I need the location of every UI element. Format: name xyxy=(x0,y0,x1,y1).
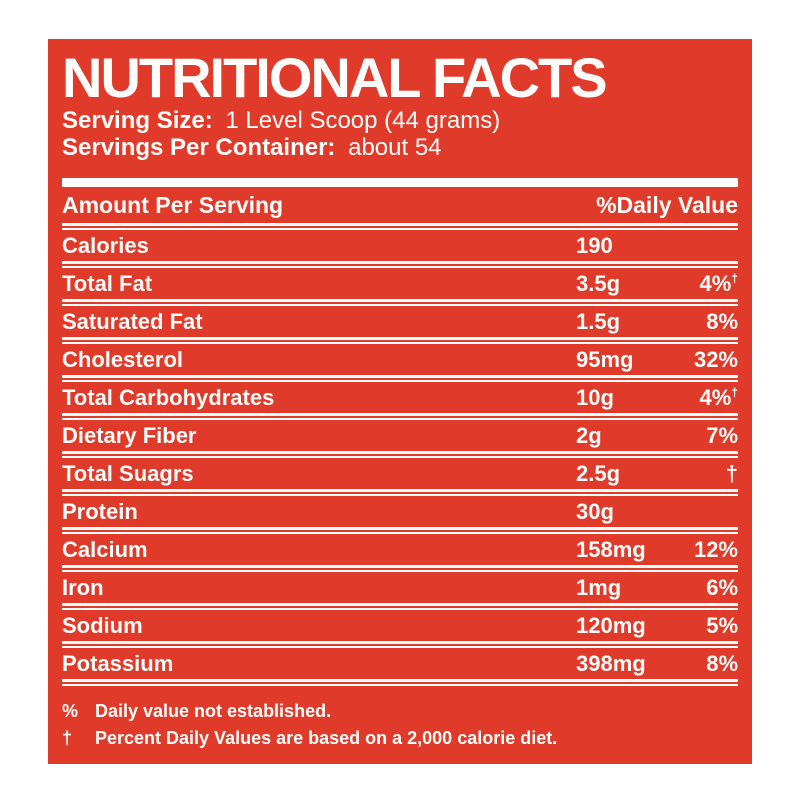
nutrient-amount: 95mg xyxy=(576,346,634,372)
nutrient-daily-value: 8% xyxy=(706,308,738,334)
dagger-superscript: † xyxy=(731,385,738,400)
daily-value-header: %Daily Value xyxy=(596,191,738,218)
row-divider xyxy=(62,565,738,572)
serving-size-label: Serving Size: xyxy=(62,107,213,134)
nutrient-name: Total Carbohydrates xyxy=(62,384,275,410)
table-row: Dietary Fiber 2g 7% xyxy=(62,420,738,451)
nutrient-amount: 30g xyxy=(576,498,614,524)
row-divider xyxy=(62,261,738,268)
nutrient-daily-value: † xyxy=(725,460,738,486)
nutrient-daily-value: 7% xyxy=(706,422,738,448)
nutrient-amount: 190 xyxy=(576,232,613,258)
nutrient-amount: 158mg xyxy=(576,536,646,562)
nutrient-daily-value: 32% xyxy=(693,346,738,372)
nutrient-amount: 1mg xyxy=(576,574,622,600)
row-divider xyxy=(62,603,738,610)
amount-per-serving-header: Amount Per Serving xyxy=(62,191,284,218)
table-header-row: Amount Per Serving %Daily Value xyxy=(62,187,738,223)
dagger-symbol: † xyxy=(62,728,73,748)
table-row: Potassium 398mg 8% xyxy=(62,648,738,679)
nutrient-daily-value: 8% xyxy=(706,650,738,676)
nutrient-daily-value: 12% xyxy=(693,536,738,562)
nutrient-amount: 10g xyxy=(576,384,614,410)
footnote-text: Percent Daily Values are based on a 2,00… xyxy=(95,728,558,748)
row-divider xyxy=(62,679,738,686)
row-divider xyxy=(62,223,738,230)
label-title: NUTRITIONAL FACTS xyxy=(62,46,608,109)
row-divider xyxy=(62,489,738,496)
servings-per-container-line: Servings Per Container: about 54 xyxy=(62,134,738,161)
servings-per-container-label: Servings Per Container: xyxy=(62,134,336,161)
nutrient-name: Calcium xyxy=(62,536,148,562)
servings-per-container-value: about 54 xyxy=(348,134,442,161)
nutrient-amount: 2.5g xyxy=(576,460,621,486)
row-divider xyxy=(62,413,738,420)
nutrient-daily-value: 4%† xyxy=(699,270,738,296)
nutrient-amount: 2g xyxy=(576,422,602,448)
nutrient-name: Calories xyxy=(62,232,149,258)
nutrient-name: Dietary Fiber xyxy=(62,422,197,448)
nutrient-amount: 398mg xyxy=(576,650,646,676)
nutrient-name: Cholesterol xyxy=(62,346,184,372)
percent-symbol: % xyxy=(62,701,79,721)
nutrient-name: Sodium xyxy=(62,612,143,638)
footnote-daily-value: % Daily value not established. xyxy=(62,698,738,725)
nutrient-daily-value: 4%† xyxy=(699,384,738,410)
table-row: Protein 30g xyxy=(62,496,738,527)
row-divider xyxy=(62,527,738,534)
table-row: Total Suagrs 2.5g † xyxy=(62,458,738,489)
row-divider xyxy=(62,375,738,382)
nutrient-name: Saturated Fat xyxy=(62,308,203,334)
serving-size-line: Serving Size: 1 Level Scoop (44 grams) xyxy=(62,107,738,134)
row-divider xyxy=(62,641,738,648)
nutrition-label: NUTRITIONAL FACTS Serving Size: 1 Level … xyxy=(48,39,752,764)
row-divider xyxy=(62,299,738,306)
nutrient-name: Iron xyxy=(62,574,104,600)
nutrient-daily-value: 5% xyxy=(706,612,738,638)
nutrient-daily-value: 6% xyxy=(706,574,738,600)
table-top-divider xyxy=(62,178,738,187)
nutrient-name: Potassium xyxy=(62,650,174,676)
table-row: Iron 1mg 6% xyxy=(62,572,738,603)
table-row: Total Fat 3.5g 4%† xyxy=(62,268,738,299)
nutrient-name: Protein xyxy=(62,498,138,524)
serving-size-value: 1 Level Scoop (44 grams) xyxy=(225,107,501,134)
table-row: Sodium 120mg 5% xyxy=(62,610,738,641)
footnote-text: Daily value not established. xyxy=(95,701,332,721)
table-row: Saturated Fat 1.5g 8% xyxy=(62,306,738,337)
nutrient-amount: 120mg xyxy=(576,612,646,638)
row-divider xyxy=(62,451,738,458)
table-row: Calcium 158mg 12% xyxy=(62,534,738,565)
nutrient-name: Total Suagrs xyxy=(62,460,194,486)
dagger-superscript: † xyxy=(731,271,738,286)
table-row: Calories 190 xyxy=(62,230,738,261)
nutrient-table: Calories 190 Total Fat 3.5g 4%† Saturate… xyxy=(62,230,738,686)
nutrient-amount: 1.5g xyxy=(576,308,621,334)
nutrient-amount: 3.5g xyxy=(576,270,621,296)
table-row: Cholesterol 95mg 32% xyxy=(62,344,738,375)
footnotes: % Daily value not established. † Percent… xyxy=(62,698,738,752)
row-divider xyxy=(62,337,738,344)
nutrient-name: Total Fat xyxy=(62,270,153,296)
table-row: Total Carbohydrates 10g 4%† xyxy=(62,382,738,413)
footnote-calorie-diet: † Percent Daily Values are based on a 2,… xyxy=(62,725,738,752)
